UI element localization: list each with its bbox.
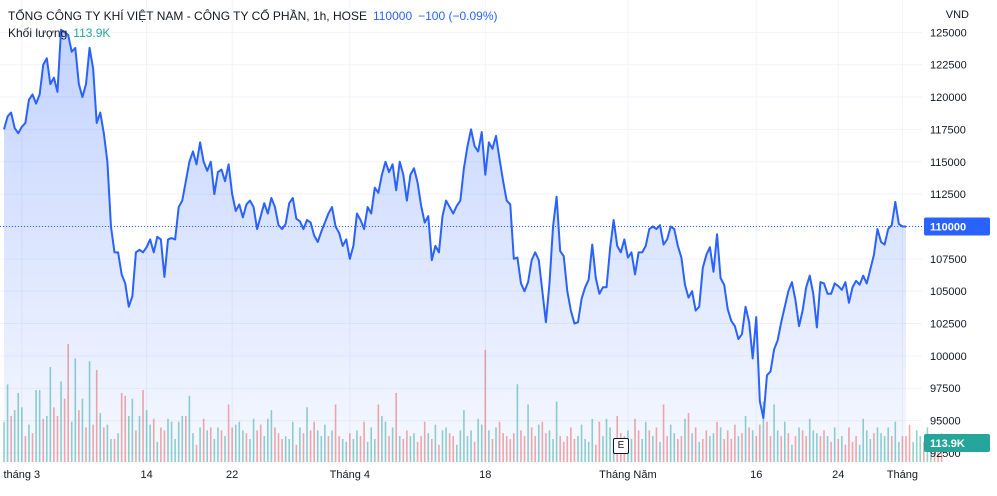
x-axis-tick-label: 14 xyxy=(140,469,152,481)
y-axis-tick-label: 125000 xyxy=(930,27,967,39)
x-axis-tick-label: 16 xyxy=(750,469,762,481)
price-area-fill xyxy=(4,29,906,462)
volume-bar xyxy=(923,441,925,462)
y-axis-tick-label: 97500 xyxy=(930,383,961,395)
x-axis-tick-label: 18 xyxy=(479,469,491,481)
y-axis-tick-label: 117500 xyxy=(930,124,966,136)
volume-bar xyxy=(915,430,918,462)
y-axis-tick-label: 100000 xyxy=(930,351,967,363)
y-axis-tick-label: 122500 xyxy=(930,60,967,72)
x-axis-tick-label: 24 xyxy=(832,469,844,481)
volume-bar xyxy=(912,441,914,462)
y-axis-tick-label: 102500 xyxy=(930,319,967,331)
x-axis-tick-label: tháng 3 xyxy=(3,469,40,481)
volume-badge[interactable] xyxy=(924,434,990,452)
price-line[interactable] xyxy=(3,28,906,419)
x-axis-tick-label: 22 xyxy=(226,469,238,481)
volume-value: 113.9K xyxy=(73,26,111,40)
y-axis-tick-label: 115000 xyxy=(930,157,966,169)
last-price-badge-label: 110000 xyxy=(930,221,966,233)
last-price-badge[interactable] xyxy=(924,217,990,236)
legend-volume-row: Khối lượng 113.9K xyxy=(8,25,498,42)
x-axis-tick-label: Tháng 4 xyxy=(330,469,370,481)
x-axis-tick-label: Tháng Năm xyxy=(599,469,656,481)
earnings-event-marker[interactable]: E xyxy=(613,438,629,454)
y-axis-tick-label: 120000 xyxy=(930,92,967,104)
volume-bar xyxy=(908,424,911,462)
legend-title-row: TỔNG CÔNG TY KHÍ VIỆT NAM - CÔNG TY CỔ P… xyxy=(8,8,498,25)
y-axis-tick-label: 105000 xyxy=(930,286,967,298)
last-price: 110000 xyxy=(372,9,413,23)
price-axis-unit[interactable]: VND xyxy=(945,9,969,21)
symbol-title[interactable]: TỔNG CÔNG TY KHÍ VIỆT NAM - CÔNG TY CỔ P… xyxy=(8,9,367,23)
price-change: −100 (−0.09%) xyxy=(418,9,498,23)
y-axis-tick-label: 95000 xyxy=(930,416,961,428)
y-axis-tick-label: 107500 xyxy=(930,254,967,266)
volume-bar xyxy=(919,436,922,462)
volume-label[interactable]: Khối lượng xyxy=(8,26,68,40)
chart-legend: TỔNG CÔNG TY KHÍ VIỆT NAM - CÔNG TY CỔ P… xyxy=(8,8,498,42)
y-axis-tick-label: 112500 xyxy=(930,189,966,201)
volume-badge-label: 113.9K xyxy=(930,438,965,450)
x-axis-tick-label: Tháng xyxy=(887,469,918,481)
